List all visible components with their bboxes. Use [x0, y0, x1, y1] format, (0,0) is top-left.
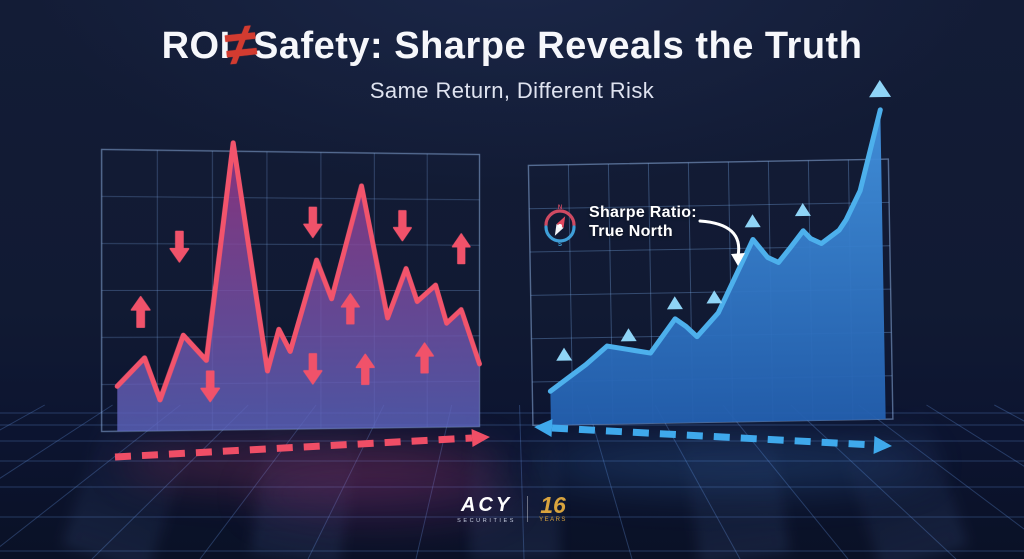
volatile-chart [83, 133, 493, 451]
down-arrow-icon [394, 211, 412, 241]
trend-dashed-line [114, 434, 473, 461]
sharpe-callout-text: Sharpe Ratio: True North [589, 203, 697, 241]
title-roi: ROI [161, 25, 231, 67]
volatile-equity-curve-area [117, 141, 480, 432]
up-triangle-marker-icon [706, 290, 723, 304]
peak-up-arrow-icon [869, 80, 892, 98]
not-equal-symbol: ≠ [221, 10, 261, 79]
svg-text:S: S [558, 242, 562, 248]
sharpe-callout-line2: True North [589, 223, 673, 241]
page-subtitle: Same Return, Different Risk [369, 77, 655, 103]
steady-equity-curve-line [547, 107, 883, 394]
up-triangle-marker-icon [556, 347, 573, 361]
compass-icon: N S [544, 205, 576, 248]
up-triangle-marker-icon [620, 328, 637, 342]
down-arrow-icon [170, 231, 188, 261]
anniversary-number: 16 [540, 492, 566, 519]
steady-trend-arrow [534, 419, 892, 454]
up-arrow-icon [131, 297, 149, 327]
brand-subname: SECURITIES [457, 518, 517, 524]
brand-name: ACY [460, 494, 513, 516]
sharpe-callout: N S Sharpe Ratio: True North [540, 203, 697, 248]
up-arrow-icon [453, 234, 470, 264]
brand-anniversary: 16 YEARS [539, 492, 567, 523]
steady-chart [527, 80, 894, 427]
anniversary-label: YEARS [539, 516, 567, 523]
up-triangle-marker-icon [666, 296, 683, 310]
steady-equity-curve-area [550, 109, 886, 426]
down-arrow-icon [303, 206, 324, 239]
trend-arrowhead-icon [534, 419, 553, 437]
svg-text:N: N [558, 205, 562, 211]
sharpe-callout-line1: Sharpe Ratio: [589, 204, 697, 221]
page-title: ROI≠Safety: Sharpe Reveals the Truth [0, 10, 1024, 79]
trend-arrowhead-icon [873, 436, 892, 454]
trend-dashed-line [551, 424, 875, 449]
up-triangle-marker-icon [794, 203, 811, 217]
brand-divider [527, 496, 529, 522]
trend-arrowhead-icon [471, 429, 490, 447]
curved-arrow-icon [698, 219, 745, 266]
up-triangle-marker-icon [744, 214, 761, 228]
brand-logo: ACY SECURITIES [457, 494, 516, 524]
title-rest: Safety: Sharpe Reveals the Truth [252, 25, 863, 67]
brand-footer: ACY SECURITIES 16 YEARS [0, 494, 1024, 524]
header: ROI≠Safety: Sharpe Reveals the Truth Sam… [0, 10, 1024, 104]
volatile-trend-arrow [114, 429, 490, 461]
